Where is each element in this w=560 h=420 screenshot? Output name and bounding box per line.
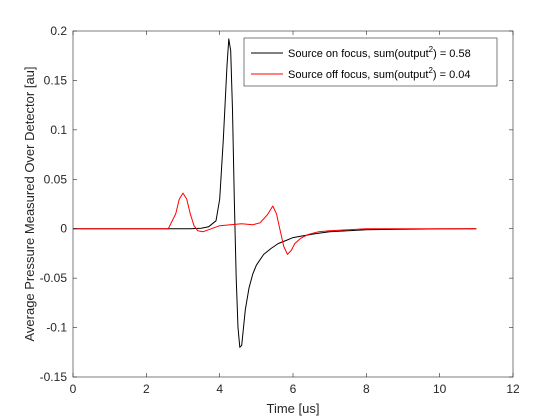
plot-area [73, 31, 513, 377]
legend-label-on-focus: Source on focus, sum(output2) = 0.58 [288, 45, 471, 60]
tick-layer: 0 2 4 6 8 10 12 -0.15 -0.1 -0.05 0 0.05 0.1 0.15 0.2 [40, 24, 520, 396]
x-tick-label: 4 [216, 382, 223, 396]
series-layer [73, 38, 477, 348]
series-line-off-focus [73, 192, 477, 255]
x-tick-label: 2 [143, 382, 150, 396]
y-tick-label: 0.05 [44, 172, 68, 186]
x-axis-label: Time [us] [267, 401, 320, 416]
y-tick-label: -0.1 [46, 321, 67, 335]
y-tick-label: -0.15 [40, 370, 68, 384]
y-tick-label: -0.05 [40, 271, 68, 285]
y-tick-label: 0.1 [50, 123, 67, 137]
y-tick-label: 0 [60, 222, 67, 236]
x-tick-label: 8 [363, 382, 370, 396]
legend-box [243, 37, 498, 87]
x-tick-label: 6 [290, 382, 297, 396]
y-axis-label: Average Pressure Measured Over Detector … [22, 66, 37, 341]
series-line-on-focus [73, 38, 477, 348]
x-tick-label: 0 [70, 382, 77, 396]
x-tick-label: 12 [506, 382, 520, 396]
x-tick-label: 10 [433, 382, 447, 396]
legend: Source on focus, sum(output2) = 0.58 Sou… [243, 37, 498, 87]
y-tick-label: 0.2 [50, 24, 67, 38]
y-tick-label: 0.15 [44, 73, 68, 87]
legend-label-off-focus: Source off focus, sum(output2) = 0.04 [288, 66, 471, 81]
